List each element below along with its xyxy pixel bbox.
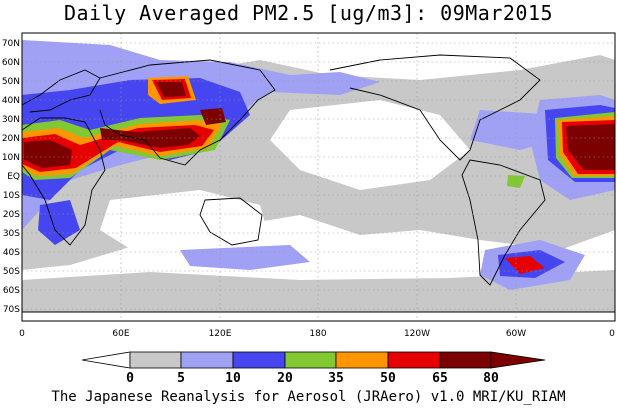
lat-label: 10S (3, 191, 20, 201)
coastline-north-america (329, 54, 541, 161)
lon-label: 0 (19, 329, 25, 339)
colorbar-tick: 65 (432, 371, 448, 386)
lat-label: 20S (3, 210, 20, 220)
lat-label: 60N (2, 58, 20, 68)
colorbar-tick: 0 (126, 371, 134, 386)
colorbar-swatch-8 (490, 351, 546, 369)
lat-label: 10N (2, 153, 20, 163)
lat-label: 70N (2, 39, 20, 49)
field-80-plus (24, 140, 72, 168)
field-80-plus (100, 128, 200, 148)
coastline-australia (199, 197, 263, 246)
longitude-labels: 0 60E 120E 180 120W 60W 0 (19, 329, 615, 339)
coastline-asia (99, 59, 276, 166)
colorbar: 0 5 10 20 35 50 65 80 (81, 351, 546, 386)
field-65-80 (505, 256, 545, 274)
lon-label: 60W (506, 329, 526, 339)
lat-label: 60S (3, 286, 20, 296)
colorbar-swatch-7 (439, 351, 492, 369)
field-80-plus (200, 108, 226, 125)
map-title: Daily Averaged PM2.5 [ug/m3]: 09Mar2015 (63, 1, 554, 25)
colorbar-tick: 50 (380, 371, 396, 386)
field-80-plus (566, 124, 615, 170)
graticule (22, 33, 615, 321)
lon-label: 120E (209, 329, 232, 339)
lat-label: 50N (2, 77, 20, 87)
colorbar-swatch-6 (387, 351, 441, 369)
colorbar-tick: 35 (328, 371, 344, 386)
latitude-labels: 70N 60N 50N 40N 30N 20N 10N EQ 10S 20S 3… (2, 39, 20, 315)
map-frame (21, 32, 616, 322)
coastline-south-america (461, 159, 546, 286)
lon-label: 0 (609, 329, 615, 339)
colorbar-swatch-1 (129, 351, 182, 369)
colorbar-tick: 5 (177, 371, 185, 386)
lat-label: 20N (2, 134, 20, 144)
field-10-20 (180, 245, 310, 270)
colorbar-tick: 20 (277, 371, 293, 386)
colorbar-swatch-5 (335, 351, 389, 369)
colorbar-swatch-2 (180, 351, 234, 369)
field-5-10 (22, 270, 615, 312)
lat-label: 50S (3, 267, 20, 277)
colorbar-tick: 10 (225, 371, 241, 386)
coastline-africa (21, 117, 106, 246)
field-80-plus (156, 82, 186, 97)
pm25-field (22, 40, 615, 312)
credit-line: The Japanese Reanalysis for Aerosol (JRA… (51, 389, 566, 405)
colorbar-swatch-4 (284, 351, 337, 369)
lon-label: 120W (404, 329, 430, 339)
lon-label: 180 (309, 329, 326, 339)
lon-label: 60E (112, 329, 129, 339)
lat-label: 40N (2, 96, 20, 106)
lat-label: EQ (7, 172, 20, 182)
colorbar-swatch-3 (232, 351, 286, 369)
lat-label: 70S (3, 305, 20, 315)
lat-label: 30S (3, 229, 20, 239)
lat-label: 30N (2, 115, 20, 125)
colorbar-tick: 80 (483, 371, 499, 386)
colorbar-swatch-0 (81, 351, 131, 369)
lat-label: 40S (3, 248, 20, 258)
